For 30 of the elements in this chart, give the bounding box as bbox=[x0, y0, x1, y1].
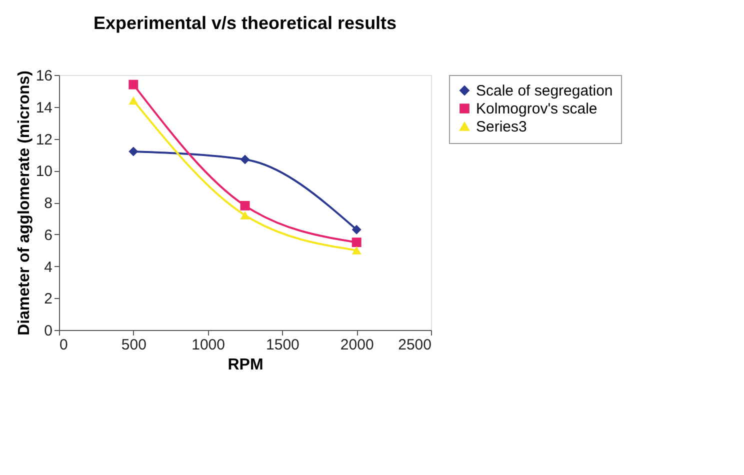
x-axis-title: RPM bbox=[228, 356, 264, 374]
point bbox=[128, 80, 138, 90]
legend-label: Scale of segregation bbox=[476, 82, 613, 100]
x-tick-label: 0 bbox=[60, 336, 68, 354]
y-tick-label: 0 bbox=[44, 322, 52, 340]
x-tick-label: 2000 bbox=[340, 336, 374, 354]
point bbox=[240, 154, 250, 164]
legend-label: Series3 bbox=[476, 118, 527, 136]
y-tick-label: 10 bbox=[36, 163, 52, 180]
y-tick-label: 4 bbox=[44, 258, 52, 276]
point bbox=[128, 146, 138, 156]
y-tick-label: 6 bbox=[44, 226, 52, 244]
y-axis-title: Diameter of agglomerate (microns) bbox=[16, 70, 33, 336]
point bbox=[352, 224, 362, 234]
chart-title: Experimental v/s theoretical results bbox=[93, 13, 397, 33]
point bbox=[240, 200, 250, 210]
x-tick-label: 1000 bbox=[192, 336, 225, 354]
point bbox=[352, 238, 362, 248]
point bbox=[128, 96, 138, 105]
y-tick-label: 12 bbox=[36, 131, 52, 148]
y-tick-label: 14 bbox=[36, 99, 52, 116]
y-tick-label: 2 bbox=[44, 290, 52, 308]
x-tick-label: 2500 bbox=[398, 336, 432, 354]
y-tick-label: 16 bbox=[36, 68, 52, 84]
x-tick-label: 1500 bbox=[266, 336, 300, 354]
x-tick-label: 500 bbox=[121, 336, 146, 354]
legend-label: Kolmogrov's scale bbox=[476, 100, 598, 118]
y-tick-label: 8 bbox=[44, 195, 52, 212]
point bbox=[352, 246, 362, 254]
point bbox=[240, 211, 250, 220]
